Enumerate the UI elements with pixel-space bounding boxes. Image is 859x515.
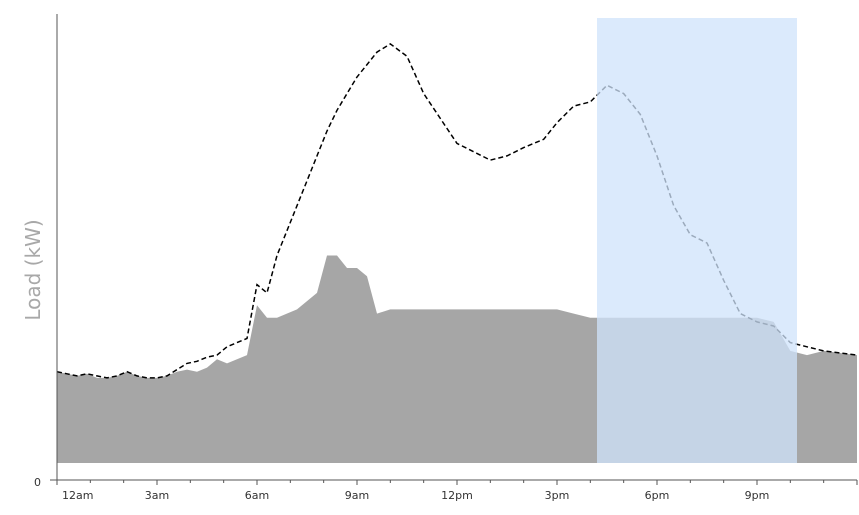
highlight-band (597, 18, 797, 463)
x-tick-label-1: 3am (145, 489, 169, 502)
x-tick-label-2: 6am (245, 489, 269, 502)
y-tick-label-zero: 0 (34, 476, 41, 489)
x-tick-label-5: 3pm (545, 489, 570, 502)
x-tick-label-7: 9pm (745, 489, 770, 502)
y-axis-label: Load (kW) (21, 219, 45, 320)
x-tick-label-6: 6pm (645, 489, 670, 502)
x-tick-label-0: 12am (62, 489, 93, 502)
x-tick-label-4: 12pm (441, 489, 473, 502)
x-tick-label-3: 9am (345, 489, 369, 502)
